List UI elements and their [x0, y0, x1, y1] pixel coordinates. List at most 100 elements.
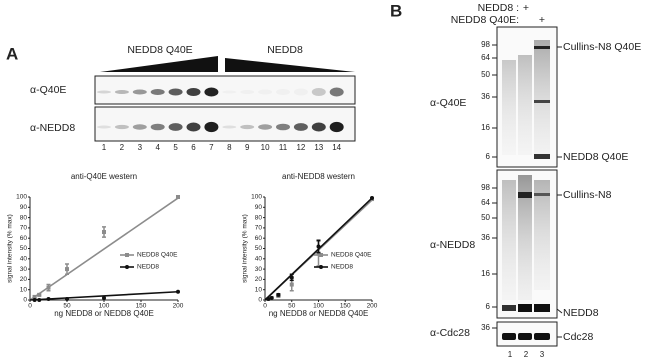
band	[311, 122, 326, 132]
x-tick-label: 200	[173, 303, 184, 310]
marker-size: 98	[481, 40, 490, 49]
band	[150, 123, 165, 131]
point	[316, 251, 321, 256]
lane-number: 10	[261, 143, 270, 152]
chart-title: anti-Q40E western	[71, 172, 137, 181]
y-tick-label: 0	[258, 297, 262, 304]
point	[65, 296, 69, 301]
band	[168, 88, 183, 96]
x-tick-label: 100	[313, 303, 324, 310]
point	[276, 292, 281, 297]
y-tick-label: 90	[20, 204, 28, 211]
x-axis-label: ng NEDD8 or NEDD8 Q40E	[54, 309, 154, 318]
band	[168, 123, 183, 131]
band	[293, 123, 308, 131]
charts: anti-Q40E western ng NEDD8 or NEDD8 Q40E s…	[7, 172, 378, 318]
lane-number: 3	[540, 350, 545, 359]
y-tick-label: 30	[255, 266, 263, 273]
band	[294, 89, 308, 96]
group-label: NEDD8 Q40E	[127, 44, 192, 56]
point	[176, 289, 180, 294]
blot-label: α-NEDD8	[430, 239, 475, 251]
legend-marker	[125, 253, 129, 257]
y-tick-label: 10	[255, 286, 263, 293]
marker-size: 16	[481, 123, 490, 132]
x-tick-label: 200	[367, 303, 378, 310]
y-tick-label: 20	[20, 276, 28, 283]
fit-line	[29, 197, 179, 301]
band	[276, 123, 290, 131]
band	[186, 122, 201, 132]
band	[114, 124, 129, 130]
marker-size: 50	[481, 213, 490, 222]
y-tick-label: 30	[20, 266, 28, 273]
y-tick-label: 80	[20, 214, 28, 221]
lane-number: 3	[138, 143, 143, 152]
wedge	[225, 58, 355, 72]
band	[276, 89, 290, 95]
lane-number: 2	[524, 350, 529, 359]
plus: +	[539, 14, 545, 26]
lane-number: 14	[332, 143, 341, 152]
y-tick-label: 70	[20, 225, 28, 232]
blot-label: α-Q40E	[430, 97, 466, 109]
band	[240, 90, 254, 94]
lane-number: 1	[508, 350, 513, 359]
point	[176, 195, 180, 199]
legend-marker	[125, 265, 129, 269]
condition: NEDD8 :	[478, 2, 519, 14]
blot-b	[496, 26, 558, 347]
blot	[94, 75, 356, 105]
chart-title: anti-NEDD8 western	[282, 172, 355, 181]
y-tick-label: 100	[251, 194, 262, 201]
point	[316, 244, 321, 249]
marker-size: 6	[486, 152, 491, 161]
band-label: Cullins-N8	[563, 189, 612, 201]
point	[370, 196, 374, 201]
band-label: Cullins-N8 Q40E	[563, 41, 641, 53]
point	[289, 282, 294, 287]
y-tick-label: 80	[255, 214, 263, 221]
band-label: Cdc28	[563, 331, 594, 343]
legend-label: NEDD8 Q40E	[137, 252, 178, 259]
lane-number: 4	[155, 143, 160, 152]
y-tick-label: 20	[255, 276, 263, 283]
band	[222, 125, 237, 129]
y-tick-label: 10	[20, 286, 28, 293]
band	[329, 121, 344, 133]
legend-label: NEDD8	[137, 264, 159, 271]
y-axis-label: signal intensity (% max)	[242, 214, 249, 283]
lane-number: 12	[296, 143, 305, 152]
lane-number: 9	[245, 143, 250, 152]
bands	[97, 87, 344, 133]
y-tick-label: 60	[255, 235, 263, 242]
x-tick-label: 50	[288, 303, 296, 310]
x-tick-label: 100	[99, 303, 110, 310]
marker-size: 6	[486, 302, 491, 311]
band	[258, 90, 272, 95]
marker-size: 64	[481, 53, 490, 62]
row-label: α-NEDD8	[30, 122, 75, 134]
x-tick-label: 150	[136, 303, 147, 310]
condition: NEDD8 Q40E:	[451, 14, 519, 26]
marker-size: 50	[481, 70, 490, 79]
marker-size: 98	[481, 183, 490, 192]
band	[97, 90, 111, 94]
group-label: NEDD8	[267, 44, 303, 56]
panel-label: A	[6, 44, 18, 63]
y-tick-label: 40	[20, 256, 28, 263]
blot-label: α-Cdc28	[430, 327, 470, 339]
lane-number: 8	[227, 143, 232, 152]
band	[222, 91, 236, 94]
band	[186, 88, 201, 96]
band	[204, 87, 219, 97]
band-label: NEDD8	[563, 307, 599, 319]
band	[132, 89, 147, 95]
legend-marker	[319, 253, 323, 257]
marker-size: 36	[481, 92, 490, 101]
marker-size: 16	[481, 269, 490, 278]
legend-marker	[319, 265, 323, 269]
point	[37, 292, 42, 297]
